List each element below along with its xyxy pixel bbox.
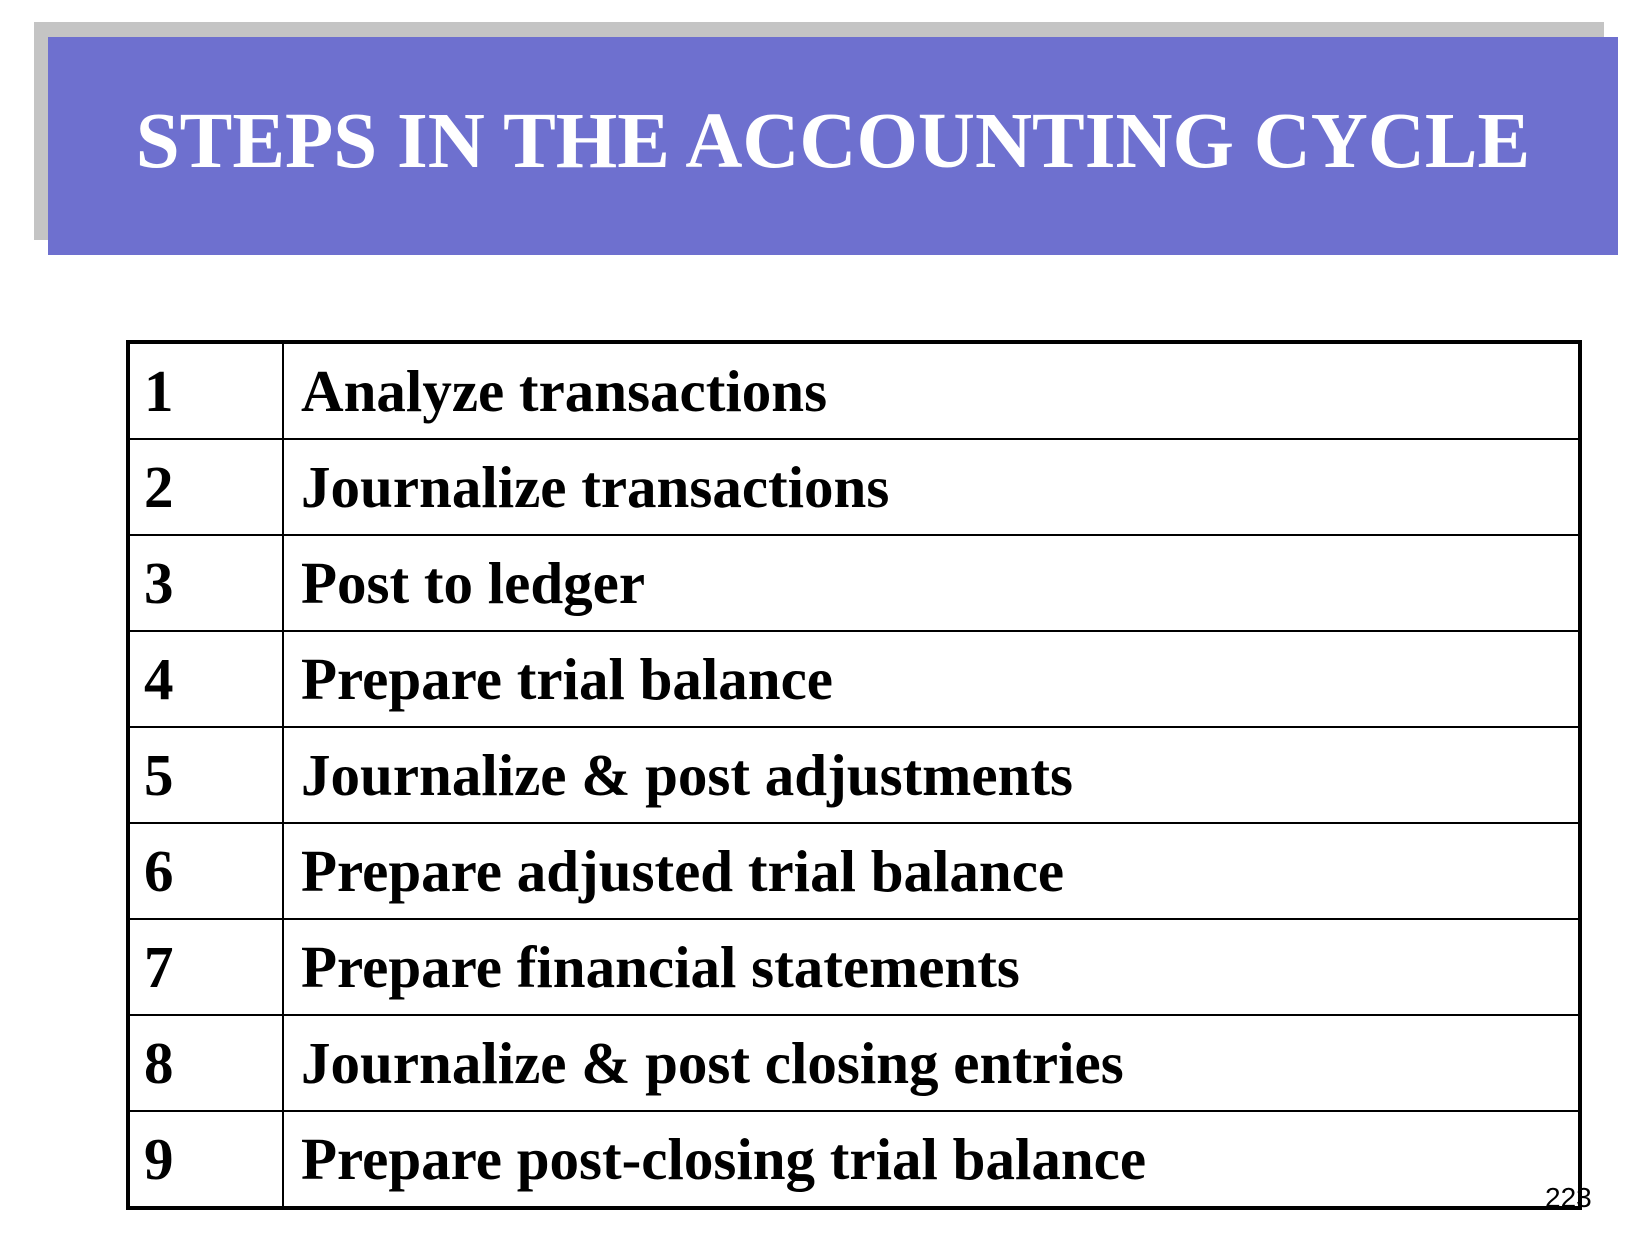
step-description: Prepare post-closing trial balance (282, 1110, 1581, 1209)
step-description: Prepare adjusted trial balance (282, 822, 1581, 920)
step-number: 9 (127, 1110, 284, 1209)
step-number: 7 (127, 918, 284, 1016)
step-number: 3 (127, 534, 284, 632)
step-number: 6 (127, 822, 284, 920)
step-description: Prepare trial balance (282, 630, 1581, 728)
title-bar: STEPS IN THE ACCOUNTING CYCLE (48, 37, 1618, 255)
table-row: 1 Analyze transactions (127, 341, 1581, 440)
table-row: 3 Post to ledger (127, 534, 1581, 632)
table-row: 4 Prepare trial balance (127, 630, 1581, 728)
step-description: Journalize & post adjustments (282, 726, 1581, 824)
table-row: 8 Journalize & post closing entries (127, 1014, 1581, 1112)
table-row: 2 Journalize transactions (127, 438, 1581, 536)
table-row: 6 Prepare adjusted trial balance (127, 822, 1581, 920)
page-number: 223 (1545, 1182, 1592, 1213)
step-number: 2 (127, 438, 284, 536)
step-description: Journalize transactions (282, 438, 1581, 536)
slide-title: STEPS IN THE ACCOUNTING CYCLE (135, 98, 1531, 185)
steps-table: 1 Analyze transactions 2 Journalize tran… (126, 340, 1582, 1210)
step-description: Analyze transactions (282, 341, 1581, 440)
table-row: 7 Prepare financial statements (127, 918, 1581, 1016)
table-row: 5 Journalize & post adjustments (127, 726, 1581, 824)
step-description: Journalize & post closing entries (282, 1014, 1581, 1112)
step-description: Prepare financial statements (282, 918, 1581, 1016)
step-number: 1 (127, 341, 284, 440)
step-description: Post to ledger (282, 534, 1581, 632)
step-number: 8 (127, 1014, 284, 1112)
step-number: 4 (127, 630, 284, 728)
step-number: 5 (127, 726, 284, 824)
table-row: 9 Prepare post-closing trial balance (127, 1110, 1581, 1209)
